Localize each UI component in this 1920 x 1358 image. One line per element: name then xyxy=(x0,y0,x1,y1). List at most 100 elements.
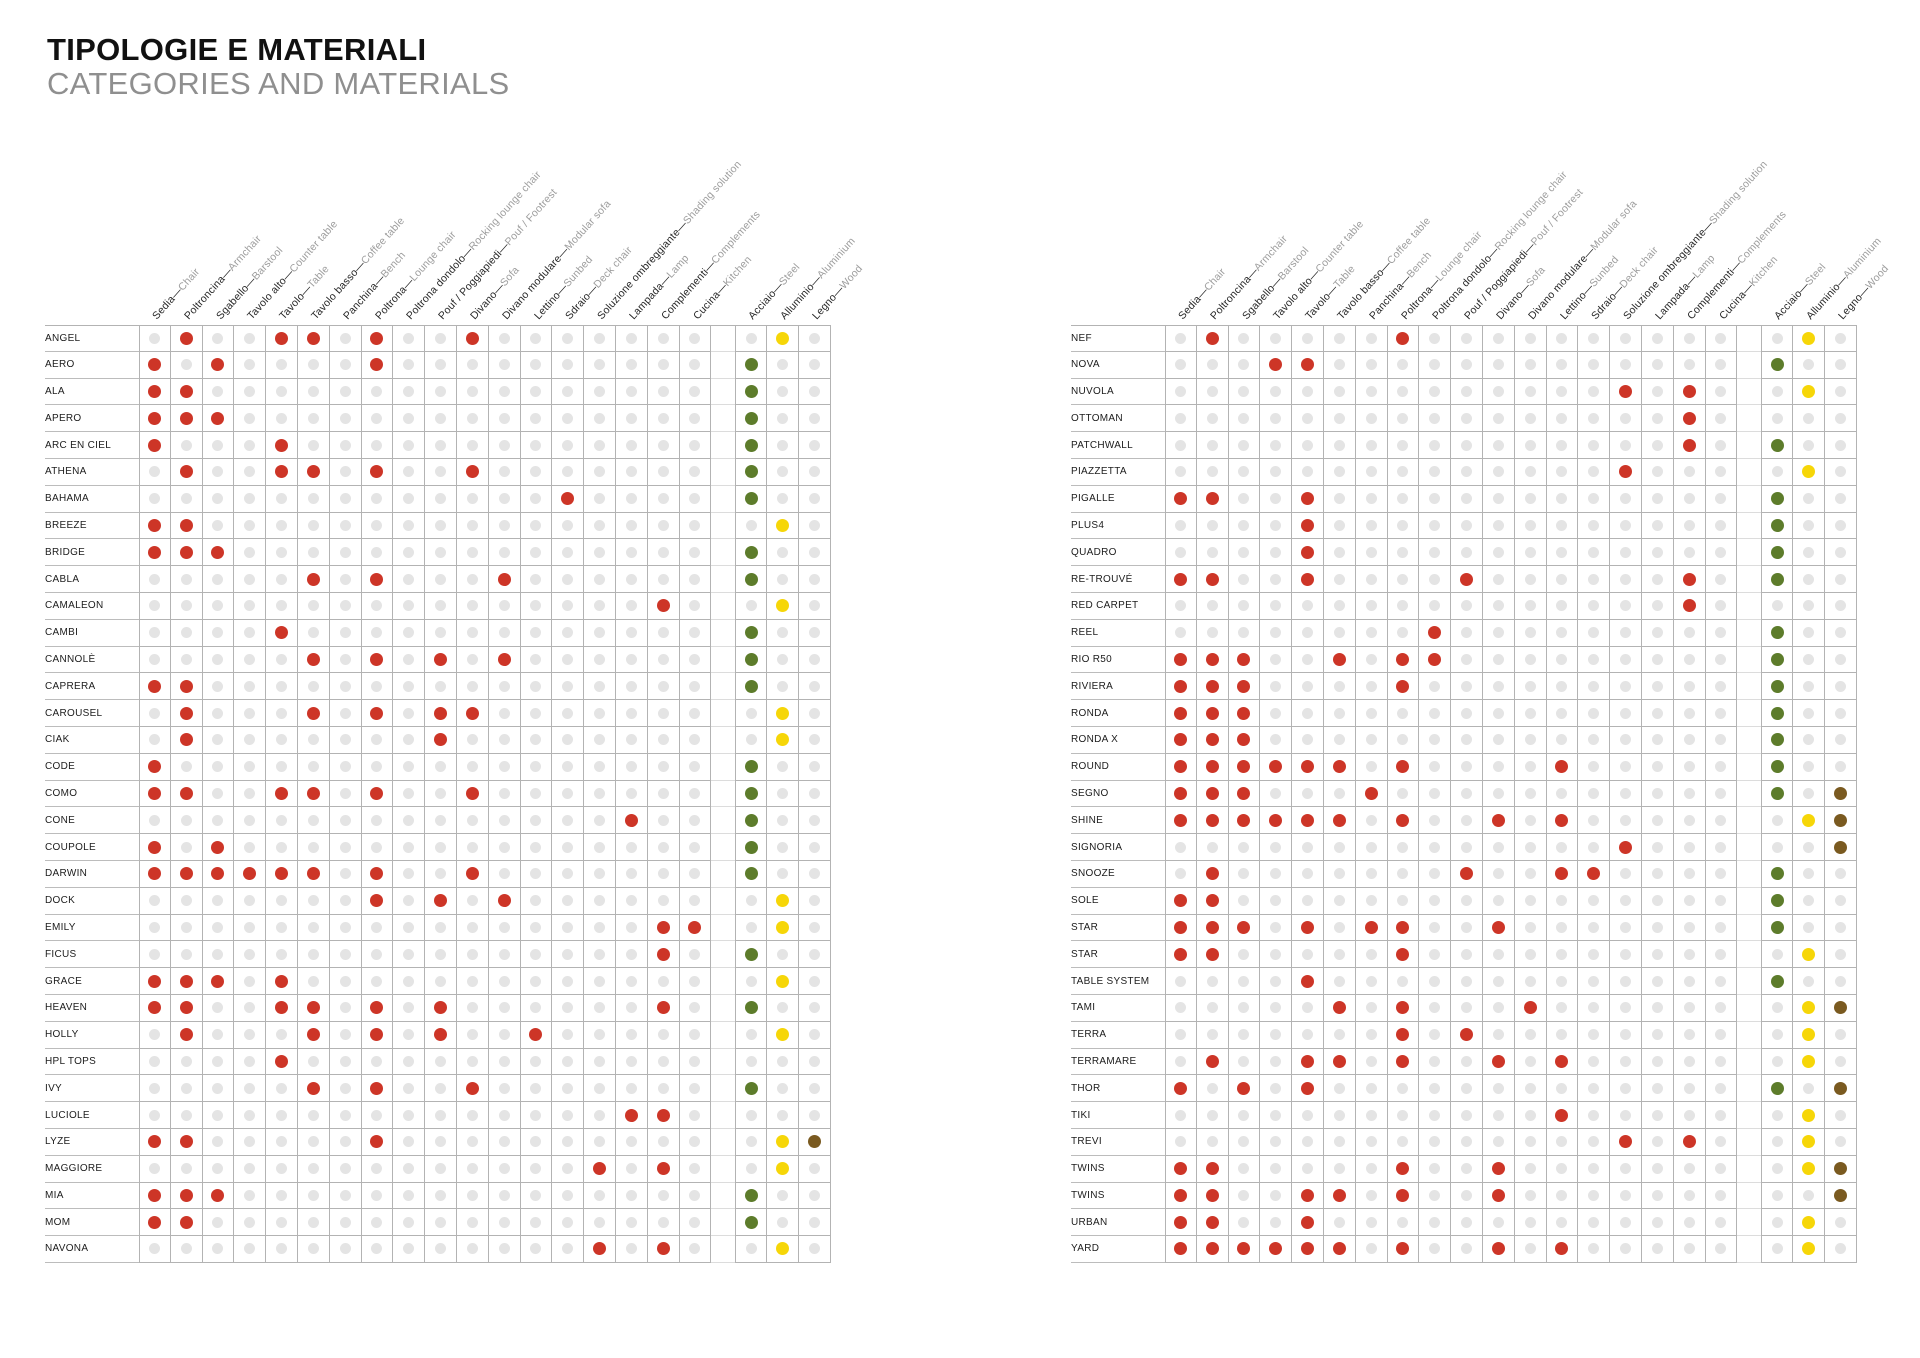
matrix-cell xyxy=(1482,592,1515,620)
matrix-cell xyxy=(1482,968,1515,995)
empty-dot xyxy=(657,359,669,371)
matrix-cell xyxy=(1387,539,1420,567)
row-label: PATCHWALL xyxy=(1071,432,1165,459)
empty-dot xyxy=(1524,573,1536,585)
table-row: TERRA xyxy=(1071,1021,1871,1049)
matrix-cell xyxy=(1292,1209,1324,1237)
matrix-cell xyxy=(1419,1048,1452,1076)
empty-dot xyxy=(435,761,447,773)
empty-dot xyxy=(530,412,542,424)
empty-dot xyxy=(1620,734,1632,746)
table-row: ANGEL xyxy=(45,325,845,352)
material-cell xyxy=(799,726,832,754)
matrix-cell xyxy=(615,887,648,915)
empty-dot xyxy=(1524,1109,1536,1121)
category-cells xyxy=(139,512,712,540)
empty-dot xyxy=(1492,841,1504,853)
empty-dot xyxy=(1651,868,1663,880)
category-dot xyxy=(1174,679,1188,693)
empty-dot xyxy=(625,653,637,665)
matrix-cell xyxy=(1323,726,1356,754)
material-cell xyxy=(799,485,832,513)
empty-dot xyxy=(657,895,669,907)
matrix-cell xyxy=(552,807,585,835)
category-dot xyxy=(148,867,162,881)
matrix-cell xyxy=(266,673,298,701)
empty-dot xyxy=(1429,1216,1441,1228)
matrix-cell xyxy=(1323,834,1356,861)
empty-dot xyxy=(562,975,574,987)
matrix-cell xyxy=(584,726,616,754)
empty-dot xyxy=(657,519,669,531)
material-cell xyxy=(1825,941,1858,969)
matrix-cell xyxy=(1514,646,1547,674)
category-dot xyxy=(306,331,320,345)
material-dot xyxy=(744,1188,758,1202)
matrix-cell xyxy=(520,566,553,593)
empty-dot xyxy=(1651,359,1663,371)
empty-dot xyxy=(625,439,637,451)
matrix-cell xyxy=(1451,512,1483,540)
empty-dot xyxy=(1715,841,1727,853)
category-dot xyxy=(1174,1081,1188,1095)
row-label: CAMALEON xyxy=(45,593,139,620)
table-row: OTTOMAN xyxy=(1071,405,1871,433)
empty-dot xyxy=(498,627,510,639)
category-dot xyxy=(1301,545,1315,559)
matrix-cell xyxy=(170,592,203,620)
matrix-cell xyxy=(1641,566,1674,593)
row-label: HEAVEN xyxy=(45,995,139,1022)
empty-dot xyxy=(1333,385,1345,397)
matrix-cell xyxy=(329,539,362,567)
grid-materials-gap xyxy=(1737,1209,1762,1237)
matrix-cell xyxy=(615,673,648,701)
matrix-cell xyxy=(1260,646,1293,674)
matrix-cell xyxy=(488,914,521,942)
matrix-cell xyxy=(1165,646,1197,674)
empty-dot xyxy=(1397,895,1409,907)
empty-dot xyxy=(1715,787,1727,799)
matrix-cell xyxy=(170,914,203,942)
matrix-cell xyxy=(1641,405,1674,433)
material-dot xyxy=(776,1162,790,1176)
empty-dot xyxy=(307,921,319,933)
material-cell xyxy=(1793,1236,1826,1263)
matrix-cell xyxy=(1610,1236,1642,1263)
material-cell xyxy=(1793,566,1826,593)
category-cells xyxy=(139,753,712,781)
matrix-cell xyxy=(297,1182,330,1210)
matrix-cell xyxy=(1260,780,1293,808)
row-label: AERO xyxy=(45,352,139,379)
empty-dot xyxy=(1683,1055,1695,1067)
matrix-cell xyxy=(1451,860,1483,888)
empty-dot xyxy=(276,895,288,907)
category-dot xyxy=(148,1001,162,1015)
category-dot xyxy=(1237,652,1251,666)
matrix-cell xyxy=(584,700,616,727)
grid-materials-gap xyxy=(1737,1075,1762,1103)
matrix-cell xyxy=(393,566,426,593)
empty-dot xyxy=(498,948,510,960)
material-cell xyxy=(799,887,832,915)
empty-dot xyxy=(594,895,606,907)
category-dot xyxy=(1619,1135,1633,1149)
empty-dot xyxy=(1683,359,1695,371)
matrix-cell xyxy=(361,753,394,781)
category-dot xyxy=(1619,384,1633,398)
category-dot xyxy=(306,867,320,881)
empty-dot xyxy=(435,1055,447,1067)
empty-dot xyxy=(657,1029,669,1041)
empty-dot xyxy=(1333,787,1345,799)
material-cells xyxy=(1761,592,1858,620)
empty-dot xyxy=(1588,332,1600,344)
material-dot xyxy=(1770,867,1784,881)
empty-dot xyxy=(777,814,789,826)
matrix-cell xyxy=(1610,1155,1642,1183)
empty-dot xyxy=(1683,1243,1695,1255)
matrix-cell xyxy=(1323,432,1356,459)
empty-dot xyxy=(745,1029,757,1041)
material-dot xyxy=(744,411,758,425)
material-cell xyxy=(1793,914,1826,942)
empty-dot xyxy=(1835,868,1847,880)
material-cell xyxy=(767,968,800,995)
